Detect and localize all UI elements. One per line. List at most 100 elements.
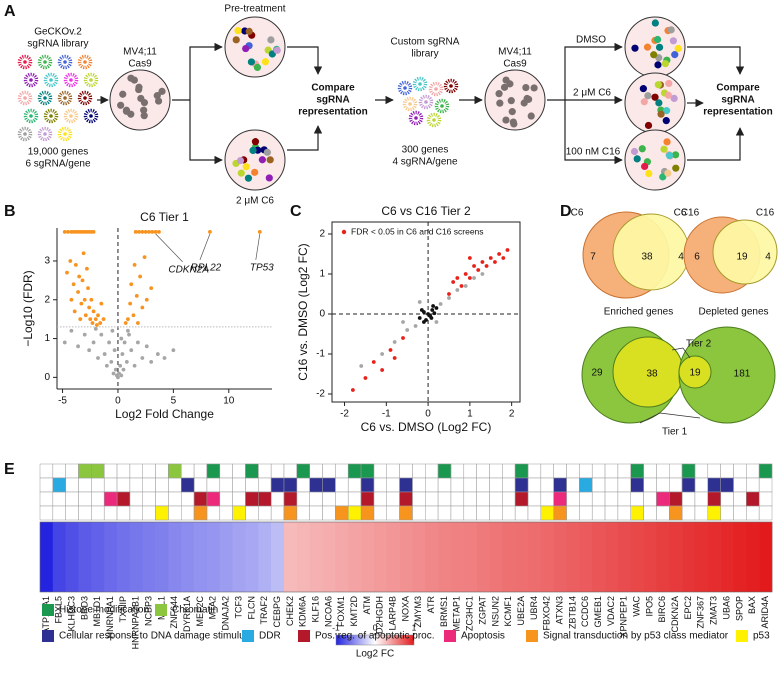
point [136,321,140,325]
legend-swatch [42,604,54,616]
cell [117,101,125,109]
annotation-cell [604,477,619,493]
annotation-cell [129,463,143,479]
annotation-cell [591,491,606,507]
point [371,360,376,364]
point [80,278,85,283]
annotation-cell [309,505,323,521]
sgrna [23,108,39,124]
term-cell [283,505,298,521]
annotation-cell [181,463,195,479]
gene-label: ZMAT3 [709,596,719,625]
term-cell [669,491,683,507]
annotation-cell [450,505,465,521]
point [118,363,123,368]
gene-label: ATM [362,596,372,614]
set-label: C16 [756,208,775,219]
annotation-cell [91,477,105,493]
term-cell [360,463,375,479]
venn-count: 7 [590,252,596,263]
cell [655,43,664,51]
gene-label: ATR [426,596,436,614]
annotation-cell [116,505,131,521]
heat-cell [322,522,336,592]
heat-cell [515,522,529,592]
term-cell [437,463,452,479]
point [422,320,426,324]
label: 100 nM C16 [566,147,621,158]
annotation-cell [258,505,272,521]
annotation-cell [463,477,477,493]
annotation-cell [527,463,542,479]
heat-cell [566,522,580,592]
sgrna [83,108,99,124]
gene-label: ZMYM3 [413,596,423,628]
sgrna [37,90,53,106]
point [78,317,83,322]
cell [236,156,245,165]
term-cell [270,477,285,493]
gene-label: NOXA [400,596,410,622]
heat-cell [605,522,619,592]
term-cell [347,505,362,521]
annotation: TP53 [250,263,274,274]
cell [258,156,266,164]
point [132,363,137,368]
annotation-cell [669,477,683,493]
point [480,260,485,264]
heat-cell [450,522,465,592]
heat-cell [682,522,696,592]
annotation-cell [540,477,554,493]
cell [651,19,659,27]
annotation-cell [617,463,631,479]
term-cell [553,477,567,493]
point [417,316,422,320]
point [493,260,497,264]
point [472,264,476,268]
legend-label: Histone modification [59,605,149,616]
gene-label: UBA6 [721,596,731,620]
annotation-cell [502,491,516,507]
chart-title: C6 vs C16 Tier 2 [381,204,471,218]
point [88,317,93,322]
legend-label: Chromatin [172,605,218,616]
sgrna [17,54,33,70]
point [73,262,78,267]
label: 19,000 genes [28,147,89,158]
point [363,376,368,380]
annotation-cell [322,463,336,479]
cell [249,146,257,155]
cell [633,155,641,163]
point [122,340,127,345]
term-cell [258,491,272,507]
gene-label: CDKN2A [670,596,680,633]
sgrna-core [29,78,33,82]
point [83,313,88,318]
term-cell [553,505,567,521]
cell [665,151,674,160]
gene-label: KLF16 [310,596,320,623]
cell [651,93,659,101]
point [434,320,439,324]
cell [641,162,649,171]
annotation-cell [746,505,760,521]
gene-label: XPNPEP1 [619,596,629,638]
annotation-cell [335,463,349,479]
x-axis-label: C6 vs. DMSO (Log2 FC) [361,420,492,434]
sgrna [408,110,424,126]
term-cell [540,505,554,521]
venn-count: 38 [641,252,653,263]
sgrna [426,112,442,128]
gene-label: KMT2D [349,596,359,627]
term-cell [399,477,413,493]
cell [671,151,680,159]
term-cell [360,505,375,521]
term-cell [283,477,298,493]
point [157,229,161,234]
annotation-cell [707,463,721,479]
annotation-cell [553,463,567,479]
point [116,375,120,380]
cell [654,81,662,89]
heat-cell [271,522,285,592]
